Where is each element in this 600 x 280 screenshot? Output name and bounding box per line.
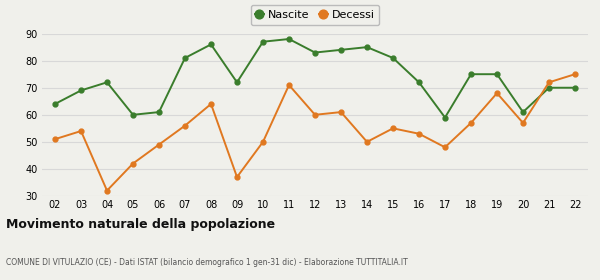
Nascite — [181, 56, 188, 60]
Nascite — [364, 45, 371, 49]
Nascite — [103, 81, 110, 84]
Decessi — [520, 121, 527, 125]
Nascite — [52, 102, 59, 106]
Decessi — [181, 124, 188, 127]
Decessi — [286, 83, 293, 87]
Line: Decessi: Decessi — [53, 72, 577, 193]
Nascite — [493, 73, 500, 76]
Decessi — [389, 127, 397, 130]
Nascite — [286, 37, 293, 41]
Nascite — [467, 73, 475, 76]
Nascite — [545, 86, 553, 89]
Nascite — [337, 48, 344, 52]
Decessi — [415, 132, 422, 136]
Decessi — [233, 175, 241, 179]
Decessi — [467, 121, 475, 125]
Decessi — [571, 73, 578, 76]
Text: COMUNE DI VITULAZIO (CE) - Dati ISTAT (bilancio demografico 1 gen-31 dic) - Elab: COMUNE DI VITULAZIO (CE) - Dati ISTAT (b… — [6, 258, 408, 267]
Decessi — [208, 102, 215, 106]
Nascite — [233, 81, 241, 84]
Nascite — [311, 51, 319, 54]
Decessi — [52, 137, 59, 141]
Decessi — [77, 129, 85, 133]
Legend: Nascite, Decessi: Nascite, Decessi — [251, 5, 379, 25]
Decessi — [364, 140, 371, 144]
Nascite — [77, 89, 85, 92]
Decessi — [130, 162, 137, 165]
Decessi — [103, 189, 110, 192]
Nascite — [415, 81, 422, 84]
Nascite — [208, 43, 215, 46]
Decessi — [545, 81, 553, 84]
Nascite — [130, 113, 137, 116]
Nascite — [259, 40, 266, 43]
Text: Movimento naturale della popolazione: Movimento naturale della popolazione — [6, 218, 275, 231]
Nascite — [155, 110, 163, 114]
Decessi — [337, 110, 344, 114]
Nascite — [571, 86, 578, 89]
Decessi — [493, 92, 500, 95]
Decessi — [259, 140, 266, 144]
Nascite — [520, 110, 527, 114]
Decessi — [155, 143, 163, 146]
Nascite — [389, 56, 397, 60]
Line: Nascite: Nascite — [53, 37, 577, 120]
Decessi — [311, 113, 319, 116]
Decessi — [442, 146, 449, 149]
Nascite — [442, 116, 449, 119]
